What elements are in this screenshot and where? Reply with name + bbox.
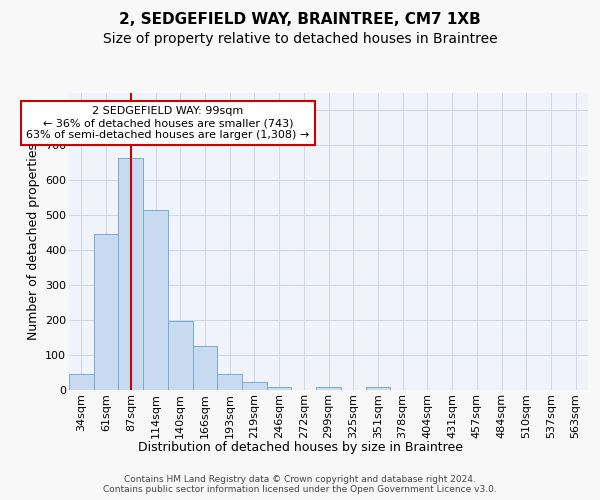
Bar: [168, 321, 193, 390]
Text: Size of property relative to detached houses in Braintree: Size of property relative to detached ho…: [103, 32, 497, 46]
Bar: [316, 386, 341, 390]
Bar: [118, 158, 143, 390]
Text: Distribution of detached houses by size in Braintree: Distribution of detached houses by size …: [137, 441, 463, 454]
Text: 2 SEDGEFIELD WAY: 99sqm
← 36% of detached houses are smaller (743)
63% of semi-d: 2 SEDGEFIELD WAY: 99sqm ← 36% of detache…: [26, 106, 310, 140]
Bar: [94, 234, 118, 390]
Bar: [242, 382, 267, 390]
Bar: [193, 346, 217, 390]
Text: Contains HM Land Registry data © Crown copyright and database right 2024.
Contai: Contains HM Land Registry data © Crown c…: [103, 474, 497, 494]
Bar: [217, 374, 242, 390]
Bar: [267, 386, 292, 390]
Bar: [143, 210, 168, 390]
Bar: [365, 386, 390, 390]
Y-axis label: Number of detached properties: Number of detached properties: [26, 143, 40, 340]
Bar: [69, 374, 94, 390]
Text: 2, SEDGEFIELD WAY, BRAINTREE, CM7 1XB: 2, SEDGEFIELD WAY, BRAINTREE, CM7 1XB: [119, 12, 481, 28]
